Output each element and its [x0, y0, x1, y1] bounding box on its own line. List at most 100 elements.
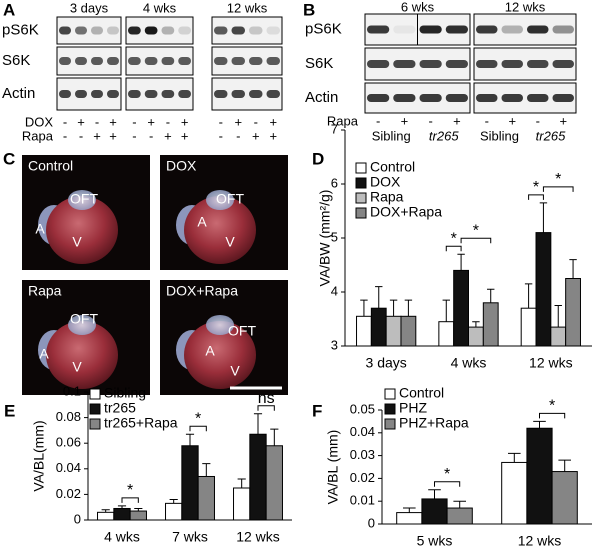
photo-title: DOX — [166, 158, 197, 174]
band — [527, 94, 549, 102]
band — [501, 60, 523, 68]
error-bar — [237, 478, 246, 488]
bar — [421, 498, 448, 525]
error-bar — [253, 413, 263, 435]
error-bar — [558, 459, 571, 472]
significance-label: * — [473, 222, 479, 239]
bar — [535, 232, 552, 347]
band — [249, 57, 263, 65]
band — [419, 25, 442, 34]
photo-title: Rapa — [28, 283, 62, 299]
band — [59, 57, 71, 65]
anatomy-label: A — [35, 221, 45, 237]
band — [445, 25, 468, 34]
blot-row-label: Actin — [305, 89, 338, 106]
band — [266, 57, 280, 65]
error-bar — [202, 463, 211, 477]
y-tick-label: 0.02 — [350, 470, 375, 485]
error-bar — [533, 420, 546, 429]
legend-label: DOX+Rapa — [370, 204, 442, 220]
significance-label: * — [127, 482, 133, 499]
error-bar — [403, 507, 416, 513]
treatment-sign: - — [132, 128, 136, 143]
error-bar — [487, 288, 495, 303]
legend-label: DOX — [370, 174, 401, 190]
error-bar — [134, 507, 143, 512]
error-bar — [117, 505, 127, 509]
band — [552, 94, 574, 102]
legend-swatch — [89, 403, 101, 415]
legend-swatch — [355, 177, 367, 189]
treatment-sign: - — [166, 114, 170, 129]
legend-swatch — [89, 418, 101, 430]
heart-oft — [68, 190, 96, 210]
heart-oft — [206, 315, 234, 335]
treatment-sign: - — [376, 113, 380, 128]
y-tick-label: 0.04 — [56, 460, 81, 475]
y-tick-label: 0.1 — [63, 383, 81, 398]
significance-bracket — [528, 194, 544, 200]
significance-label: * — [451, 230, 457, 247]
band — [128, 90, 141, 98]
error-bar — [101, 509, 110, 513]
band — [445, 94, 468, 102]
significance-bracket — [121, 497, 139, 503]
band — [214, 57, 228, 65]
band — [367, 94, 390, 102]
y-tick-label: 0.04 — [350, 424, 375, 439]
band — [501, 25, 523, 34]
x-tick-label: 5 wks — [417, 533, 453, 548]
error-bar — [389, 299, 398, 317]
band — [59, 26, 71, 35]
y-tick-label: 3 — [331, 337, 338, 352]
band — [367, 60, 390, 68]
y-tick-label: 5 — [331, 229, 338, 244]
bar — [181, 445, 199, 521]
anatomy-label: A — [39, 346, 49, 362]
error-bar — [554, 305, 562, 328]
error-bar — [569, 259, 577, 279]
treatment-sign: - — [428, 113, 432, 128]
legend-swatch — [384, 403, 396, 415]
bar — [520, 307, 537, 347]
treatment-label: Rapa — [327, 113, 359, 128]
legend-label: Control — [370, 159, 415, 175]
bar — [438, 321, 455, 347]
band — [144, 26, 158, 35]
panel-label: E — [4, 401, 15, 420]
band — [91, 57, 103, 65]
band — [214, 90, 228, 98]
band — [266, 90, 280, 98]
treatment-sign: - — [63, 114, 67, 129]
band — [393, 94, 416, 102]
y-tick-label: 0.01 — [350, 493, 375, 508]
band — [476, 94, 498, 102]
error-bar — [442, 299, 450, 322]
bar — [501, 461, 528, 525]
treatment-sign: - — [485, 113, 489, 128]
time-point: 3 days — [70, 0, 109, 15]
band — [161, 90, 175, 98]
band — [231, 26, 245, 35]
error-bar — [375, 286, 383, 309]
treatment-sign: + — [559, 113, 567, 128]
heart-ventricle — [184, 321, 256, 389]
band — [107, 57, 119, 65]
photo-title: DOX+Rapa — [166, 283, 238, 299]
treatment-sign: - — [254, 114, 258, 129]
significance-label: * — [195, 410, 201, 427]
y-axis-label: VA/BW (mm²/g) — [317, 190, 333, 287]
panel-label: A — [3, 0, 15, 19]
y-tick-label: 6 — [331, 175, 338, 190]
treatment-label: DOX — [25, 114, 54, 129]
treatment-sign: + — [453, 113, 461, 128]
treatment-sign: + — [93, 128, 101, 143]
group-label: tr265 — [429, 128, 459, 143]
band — [231, 57, 245, 65]
heart-ventricle — [46, 196, 118, 264]
error-bar — [360, 299, 368, 317]
panel-label: B — [303, 0, 315, 19]
bar — [526, 427, 553, 525]
bar — [97, 511, 115, 521]
